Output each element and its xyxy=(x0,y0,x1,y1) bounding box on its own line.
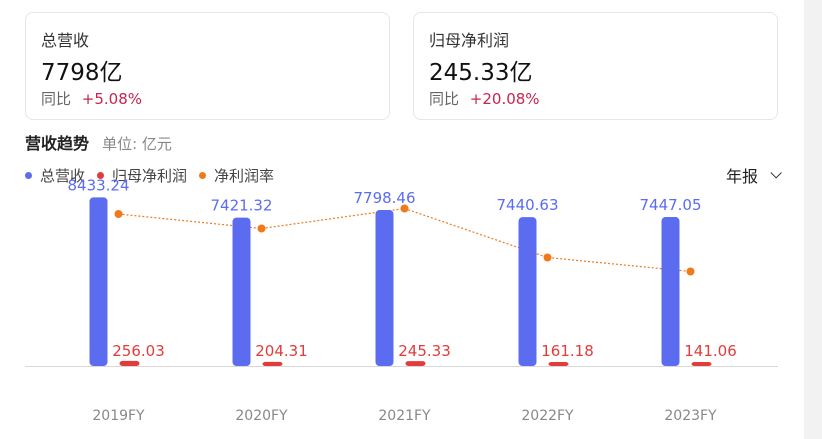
revenue-bar xyxy=(518,217,537,366)
x-tick-label: 2021FY xyxy=(378,408,431,424)
period-select[interactable]: 年报 xyxy=(725,163,782,187)
x-tick-label: 2023FY xyxy=(664,408,717,424)
revenue-bar xyxy=(89,197,108,366)
profit-card[interactable]: 归母净利润 245.33亿 同比 +20.08% xyxy=(413,12,778,120)
profit-yoy-label: 同比 xyxy=(429,90,460,108)
revenue-data-label: 7440.63 xyxy=(496,196,558,214)
revenue-data-label: 8433.24 xyxy=(67,176,129,194)
profit-bar xyxy=(405,361,426,366)
revenue-bar xyxy=(232,217,251,366)
period-select-value: 年报 xyxy=(725,167,758,186)
legend-item-profit[interactable]: 归母净利润 xyxy=(97,165,187,186)
profit-data-label: 256.03 xyxy=(112,342,165,360)
scrollbar[interactable] xyxy=(804,0,822,439)
revenue-card-yoy: 同比 +5.08% xyxy=(41,88,142,109)
profit-card-yoy: 同比 +20.08% xyxy=(429,88,540,109)
x-tick-label: 2020FY xyxy=(235,408,288,424)
margin-line xyxy=(118,207,691,273)
revenue-yoy-value: +5.08% xyxy=(81,90,143,108)
chart-legend: 总营收 归母净利润 净利润率 xyxy=(25,165,274,186)
revenue-card[interactable]: 总营收 7798亿 同比 +5.08% xyxy=(25,12,390,120)
profit-bar xyxy=(119,360,140,366)
profit-data-label: 245.33 xyxy=(398,342,451,360)
legend-label-revenue: 总营收 xyxy=(40,167,86,185)
margin-point xyxy=(543,253,552,262)
revenue-bar xyxy=(375,210,394,366)
profit-data-label: 161.18 xyxy=(541,342,594,360)
profit-bar xyxy=(262,361,283,366)
legend-label-profit: 归母净利润 xyxy=(112,167,188,185)
legend-dot-margin xyxy=(199,172,207,179)
revenue-card-title: 总营收 xyxy=(41,31,90,50)
x-tick-label: 2022FY xyxy=(521,408,574,424)
profit-data-label: 141.06 xyxy=(684,342,737,360)
margin-point xyxy=(400,204,409,213)
profit-bar xyxy=(548,362,569,366)
section-title-text: 营收趋势 xyxy=(25,134,90,153)
revenue-bar xyxy=(661,217,680,366)
legend-dot-revenue xyxy=(25,172,32,179)
section-unit: 单位: 亿元 xyxy=(102,135,172,153)
profit-card-title: 归母净利润 xyxy=(429,31,510,50)
margin-point xyxy=(257,224,266,233)
margin-point xyxy=(114,210,123,218)
profit-data-label: 204.31 xyxy=(255,342,308,360)
profit-card-value: 245.33亿 xyxy=(429,60,533,86)
revenue-data-label: 7798.46 xyxy=(353,189,415,207)
legend-label-margin: 净利润率 xyxy=(214,167,275,185)
revenue-yoy-label: 同比 xyxy=(41,90,72,108)
revenue-data-label: 7447.05 xyxy=(639,196,701,214)
legend-item-margin[interactable]: 净利润率 xyxy=(199,165,274,186)
revenue-card-value: 7798亿 xyxy=(41,60,123,86)
legend-item-revenue[interactable]: 总营收 xyxy=(25,165,85,186)
x-tick-label: 2019FY xyxy=(92,408,145,424)
profit-bar xyxy=(691,362,712,366)
profit-yoy-value: +20.08% xyxy=(469,90,540,108)
section-title: 营收趋势 单位: 亿元 xyxy=(25,130,172,154)
legend-dot-profit xyxy=(97,172,105,179)
revenue-data-label: 7421.32 xyxy=(210,197,272,215)
margin-point xyxy=(686,267,695,276)
